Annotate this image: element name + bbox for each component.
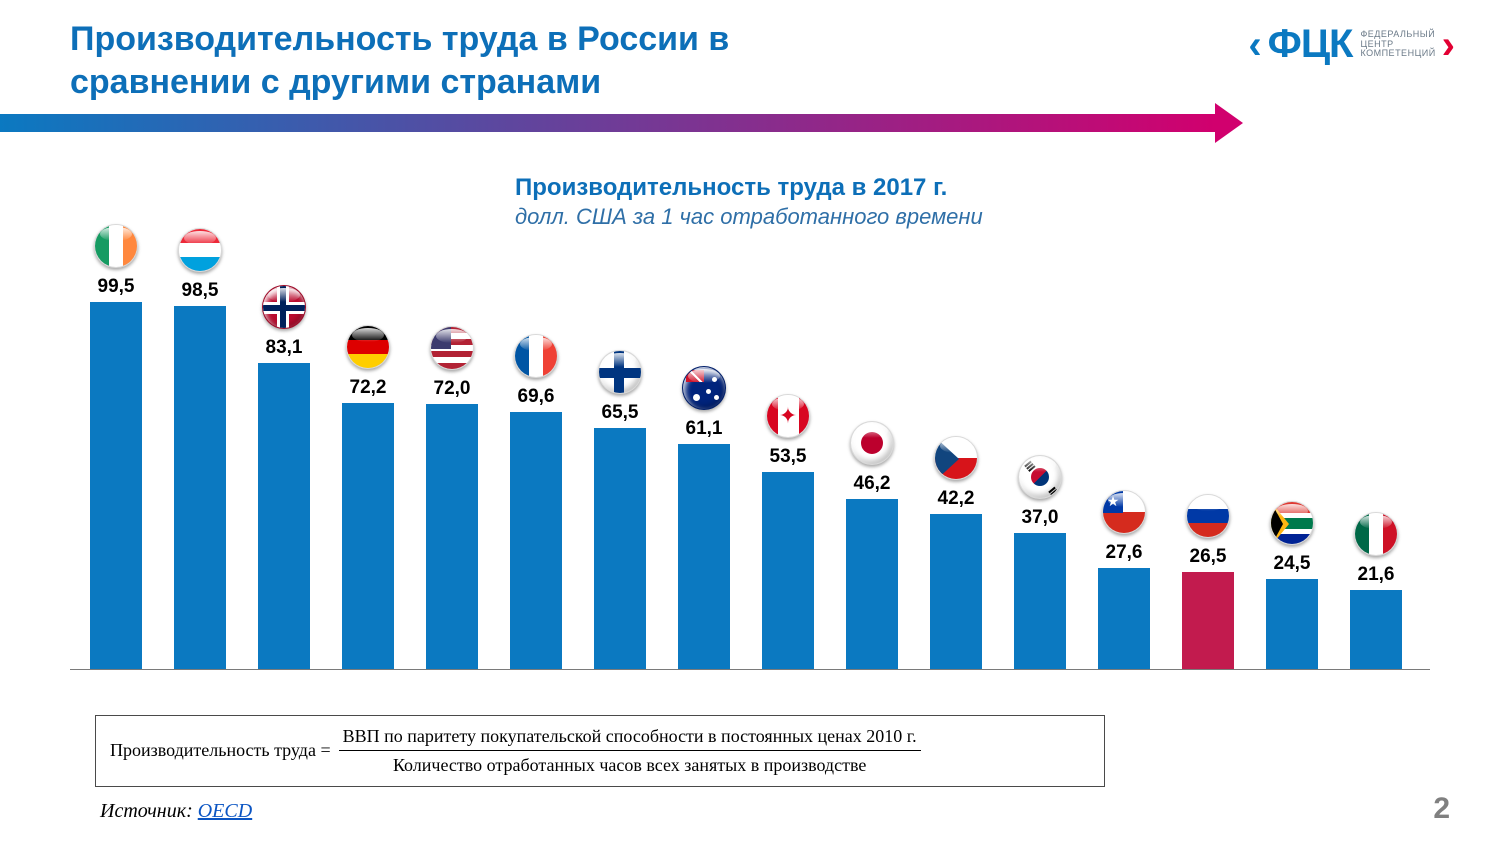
value-label: 46,2: [854, 473, 891, 495]
flag-luxembourg-icon: [178, 228, 222, 272]
value-label: 72,0: [434, 378, 471, 400]
bar-france: 69,6: [510, 334, 562, 670]
source-link[interactable]: OECD: [198, 800, 252, 822]
value-label: 26,5: [1190, 546, 1227, 568]
flag-southafrica-icon: [1270, 501, 1314, 545]
flag-finland-icon: [598, 350, 642, 394]
chart-title: Производительность труда в 2017 г.: [515, 174, 1215, 202]
divider-gradient: [0, 114, 1215, 132]
flag-mexico-icon: [1354, 512, 1398, 556]
slide-title: Производительность труда в России в срав…: [70, 18, 890, 103]
bar-mexico: 21,6: [1350, 512, 1402, 670]
value-label: 24,5: [1274, 553, 1311, 575]
bar-rect: [930, 514, 982, 670]
bar-czech: 42,2: [930, 436, 982, 670]
bar-luxembourg: 98,5: [174, 228, 226, 670]
source-label: Источник:: [100, 800, 198, 822]
bar-rect: [678, 444, 730, 670]
logo-bracket-left-icon: ‹: [1248, 25, 1261, 65]
value-label: 53,5: [770, 446, 807, 468]
logo-text: ФЦК: [1268, 22, 1353, 67]
value-label: 65,5: [602, 402, 639, 424]
flag-france-icon: [514, 334, 558, 378]
value-label: 21,6: [1358, 564, 1395, 586]
bar-usa: 72,0: [426, 326, 478, 670]
bar-rect: [1098, 568, 1150, 670]
value-label: 69,6: [518, 386, 555, 408]
flag-ireland-icon: [94, 224, 138, 268]
flag-russia-icon: [1186, 494, 1230, 538]
chart-baseline: [70, 669, 1430, 670]
value-label: 99,5: [98, 276, 135, 298]
divider-arrow-icon: [1215, 103, 1243, 143]
logo: ‹ ФЦК ФЕДЕРАЛЬНЫЙ ЦЕНТР КОМПЕТЕНЦИЙ ›: [1248, 22, 1455, 67]
value-label: 37,0: [1022, 507, 1059, 529]
flag-chile-icon: ★: [1102, 490, 1146, 534]
flag-czech-icon: [934, 436, 978, 480]
bar-rect: [846, 499, 898, 670]
bar-rect: [762, 472, 814, 670]
flag-norway-icon: [262, 285, 306, 329]
bar-canada: ✦ 53,5: [762, 394, 814, 670]
bar-rect: [1182, 572, 1234, 670]
flag-southkorea-icon: [1018, 455, 1062, 499]
flag-canada-icon: ✦: [766, 394, 810, 438]
logo-sublabel: ФЕДЕРАЛЬНЫЙ ЦЕНТР КОМПЕТЕНЦИЙ: [1360, 30, 1435, 60]
formula-denominator: Количество отработанных часов всех занят…: [339, 751, 921, 777]
bar-rect: [1350, 590, 1402, 670]
flag-germany-icon: [346, 325, 390, 369]
bar-rect: [1266, 579, 1318, 670]
source-line: Источник: OECD: [100, 800, 252, 823]
chart-header: Производительность труда в 2017 г. долл.…: [515, 174, 1215, 230]
value-label: 42,2: [938, 488, 975, 510]
formula-lhs: Производительность труда =: [110, 740, 331, 761]
bar-rect: [174, 306, 226, 670]
bar-rect: [1014, 533, 1066, 670]
flag-usa-icon: [430, 326, 474, 370]
formula-numerator: ВВП по паритету покупательской способнос…: [339, 724, 921, 751]
bar-norway: 83,1: [258, 285, 310, 670]
bar-rect: [90, 302, 142, 670]
bar-ireland: 99,5: [90, 224, 142, 670]
slide-number: 2: [1433, 792, 1450, 826]
bar-chile: ★ 27,6: [1098, 490, 1150, 670]
value-label: 98,5: [182, 280, 219, 302]
bar-chart: 99,5 98,5 83,1 72,2 72,0 69,6 65,5 61,1 ✦ 53,5 46,…: [70, 230, 1430, 670]
bar-southkorea: 37,0: [1014, 455, 1066, 670]
value-label: 61,1: [686, 418, 723, 440]
value-label: 72,2: [350, 377, 387, 399]
bar-rect: [594, 428, 646, 670]
bar-russia: 26,5: [1182, 494, 1234, 670]
value-label: 83,1: [266, 337, 303, 359]
bar-japan: 46,2: [846, 421, 898, 670]
bar-rect: [258, 363, 310, 670]
bar-southafrica: 24,5: [1266, 501, 1318, 670]
flag-australia-icon: [682, 366, 726, 410]
bar-rect: [510, 412, 562, 670]
logo-bracket-right-icon: ›: [1442, 25, 1455, 65]
value-label: 27,6: [1106, 542, 1143, 564]
bar-rect: [342, 403, 394, 670]
flag-japan-icon: [850, 421, 894, 465]
bar-germany: 72,2: [342, 325, 394, 670]
bar-australia: 61,1: [678, 366, 730, 670]
formula-box: Производительность труда = ВВП по парите…: [95, 715, 1105, 787]
bar-rect: [426, 404, 478, 670]
bar-finland: 65,5: [594, 350, 646, 670]
